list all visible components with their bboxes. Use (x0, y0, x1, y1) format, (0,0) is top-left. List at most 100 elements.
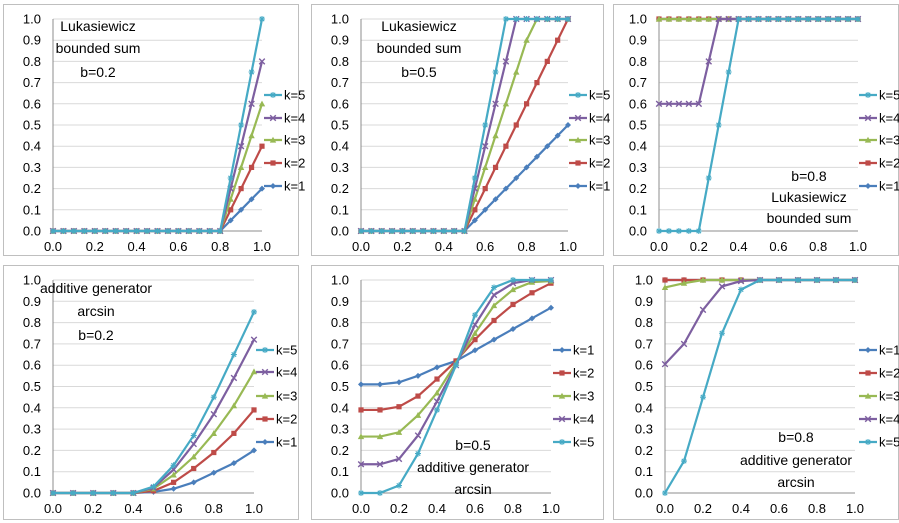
data-point-k1 (492, 196, 499, 203)
y-tick-label: 0.0 (331, 486, 349, 501)
legend-marker-k5 (270, 92, 276, 98)
data-point-k1 (230, 460, 237, 467)
data-point-k5 (90, 490, 97, 496)
y-tick-label: 0.7 (331, 336, 349, 351)
x-tick-label: 1.0 (542, 501, 560, 516)
series-k4 (661, 276, 859, 368)
data-point-k3 (248, 132, 255, 139)
y-tick-label: 0.6 (635, 358, 653, 373)
data-point-k5 (482, 122, 489, 128)
y-tick-label: 1.0 (331, 12, 349, 27)
legend-item-k4: k=4 (553, 412, 594, 427)
legend-item-k2: k=2 (859, 366, 899, 381)
y-tick-label: 0.4 (629, 139, 647, 154)
x-tick-label: 0.0 (656, 501, 674, 516)
y-tick-label: 0.9 (331, 33, 349, 48)
data-point-k2 (534, 80, 540, 86)
legend-marker-k1 (865, 183, 871, 189)
data-point-k5 (150, 483, 157, 490)
chart-svg: 0.0 0.1 0.2 0.3 0.4 0.5 0.6 0.7 0.8 0.9 1.0 0.0 0.2 0… (635, 273, 899, 517)
y-tick-label: 0.1 (629, 202, 647, 217)
data-point-k2 (472, 337, 478, 343)
legend-item-k2: k=2 (264, 156, 305, 171)
y-tick-label: 0.2 (23, 443, 41, 458)
legend-item-k5: k=5 (256, 343, 297, 358)
chart-annotation: Lukasiewicz (771, 189, 846, 205)
data-point-k5 (70, 490, 77, 496)
data-point-k3 (705, 15, 712, 22)
data-point-k5 (358, 490, 364, 496)
data-point-k5 (190, 432, 197, 439)
legend-marker-k3 (269, 136, 277, 143)
y-tick-label: 0.4 (23, 139, 41, 154)
data-point-k4 (248, 100, 255, 108)
legend-label: k=5 (589, 88, 610, 103)
series-k5 (656, 16, 861, 234)
chart-annotation: arcsin (777, 474, 814, 490)
data-point-k1 (415, 372, 421, 379)
x-tick-label: 0.8 (211, 239, 229, 254)
data-point-k5 (230, 351, 237, 358)
data-point-k5 (685, 228, 692, 234)
legend-marker-k5 (865, 92, 871, 98)
chart-annotation: b=0.8 (791, 168, 827, 184)
data-point-k5 (251, 308, 257, 315)
chart-panel-6: 0.0 0.1 0.2 0.3 0.4 0.5 0.6 0.7 0.8 0.9 1.0 0.0 0.2 0… (613, 265, 899, 520)
y-tick-label: 0.7 (629, 75, 647, 90)
series-k1 (358, 122, 571, 234)
data-point-k3 (685, 15, 693, 22)
data-point-k2 (259, 143, 265, 149)
data-point-k2 (377, 407, 383, 413)
series-k5 (50, 16, 265, 234)
series-k3 (49, 368, 258, 496)
data-point-k4 (737, 277, 745, 285)
data-point-k5 (70, 228, 77, 234)
data-point-k5 (248, 69, 255, 75)
y-tick-label: 0.0 (23, 224, 41, 239)
data-point-k5 (544, 16, 551, 22)
legend-label: k=4 (589, 111, 610, 126)
y-tick-label: 0.3 (331, 422, 349, 437)
legend-item-k2: k=2 (256, 412, 297, 427)
data-point-k5 (755, 16, 762, 22)
data-point-k1 (248, 196, 255, 203)
y-tick-label: 0.1 (635, 464, 653, 479)
data-point-k5 (451, 228, 458, 234)
data-point-k1 (358, 381, 364, 388)
y-tick-label: 0.8 (635, 315, 653, 330)
data-point-k2 (434, 376, 440, 382)
data-point-k5 (700, 394, 706, 401)
data-point-k2 (662, 277, 668, 283)
legend-item-k1: k=1 (256, 435, 297, 450)
y-tick-label: 0.6 (331, 358, 349, 373)
chart-annotation: b=0.5 (401, 64, 437, 80)
y-tick-label: 0.5 (331, 379, 349, 394)
data-point-k4 (718, 283, 726, 290)
data-point-k3 (490, 302, 498, 309)
legend-label: k=5 (276, 343, 297, 358)
chart-annotation: b=0.2 (78, 327, 114, 343)
chart-annotation: arcsin (454, 481, 491, 497)
y-tick-label: 0.6 (331, 96, 349, 111)
data-point-k5 (50, 490, 56, 496)
legend-label: k=4 (276, 365, 297, 380)
data-point-k3 (695, 15, 702, 22)
data-point-k3 (699, 276, 707, 283)
legend: k=1 k=2 k=3 k=4 k=5 (553, 343, 594, 450)
legend-label: k=3 (573, 389, 594, 404)
data-point-k2 (492, 164, 499, 170)
legend-item-k3: k=3 (256, 389, 297, 404)
x-tick-label: 0.6 (769, 239, 787, 254)
legend: k=1 k=2 k=3 k=4 k=5 (859, 343, 899, 450)
data-point-k3 (190, 453, 197, 460)
data-point-k3 (471, 196, 479, 202)
chart-annotation: b=0.2 (80, 64, 116, 80)
legend-marker-k2 (559, 370, 565, 376)
legend-label: k=4 (573, 412, 594, 427)
data-point-k3 (210, 430, 217, 436)
data-point-k2 (228, 207, 234, 213)
data-point-k2 (482, 186, 488, 192)
data-point-k5 (217, 228, 224, 234)
chart-annotation: bounded sum (377, 40, 462, 56)
x-tick-label: 0.4 (428, 501, 446, 516)
